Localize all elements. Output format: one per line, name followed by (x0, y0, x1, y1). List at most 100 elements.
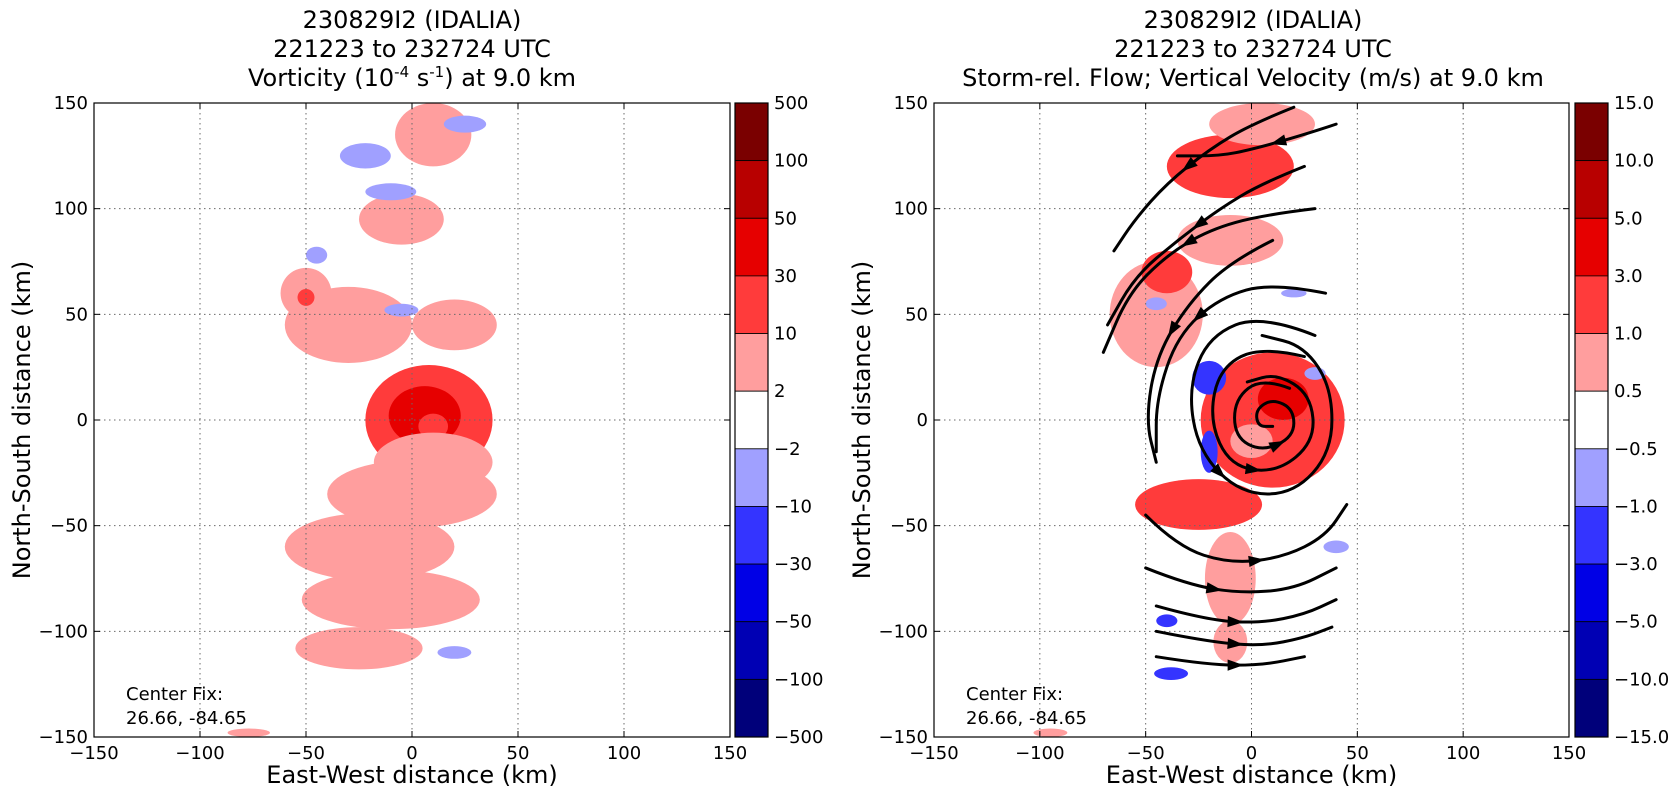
y-tick-label: −150 (39, 727, 88, 748)
colorbar-tick-label: −10.0 (1614, 669, 1669, 690)
y-tick-label: 100 (54, 199, 88, 220)
field-region-15 (1154, 667, 1188, 680)
vertical-velocity-panel: 230829I2 (IDALIA) 221223 to 232724 UTC S… (848, 6, 1669, 789)
field-region-13 (339, 143, 391, 169)
streamline-arrow-3 (1181, 233, 1198, 247)
colorbar-tick-label: −3.0 (1614, 554, 1658, 575)
y-tick-label: −100 (879, 621, 928, 642)
center-fix-annotation: Center Fix: (126, 684, 223, 705)
field-region-9 (1177, 215, 1284, 266)
field-region-4 (1200, 430, 1218, 473)
field-region-2 (1230, 424, 1273, 459)
panel-title-line-3: Vorticity (10-4 s-1) at 9.0 km (248, 63, 576, 92)
colorbar-cell-0 (734, 102, 769, 162)
colorbar-cell-6 (734, 448, 769, 507)
title-part: ) at 9.0 km (444, 64, 576, 92)
streamline-arrow-4 (1168, 320, 1182, 338)
colorbar-cell-4 (734, 333, 769, 392)
colorbar-tick-label: −5.0 (1614, 612, 1658, 633)
y-tick-label: 100 (894, 199, 928, 220)
title-superscript: -1 (429, 63, 444, 81)
field-region-12 (1204, 532, 1256, 625)
colorbar-cell-7 (1574, 506, 1609, 565)
colorbar-tick-label: −10 (774, 496, 812, 517)
y-tick-label: 0 (77, 410, 88, 431)
title-part: Vorticity (10 (248, 64, 394, 92)
streamline-layer (1101, 105, 1349, 671)
field-region-0 (1200, 352, 1345, 488)
field-region-18 (437, 646, 472, 659)
colorbar-tick-label: −2 (774, 439, 801, 460)
streamline-12 (1154, 625, 1334, 647)
x-tick-label: −100 (1015, 743, 1064, 764)
colorbar-tick-label: −30 (774, 554, 812, 575)
colorbar-tick-label: 3.0 (1614, 266, 1643, 287)
colorbar-cell-0 (1574, 102, 1609, 162)
colorbar-tick-label: 5.0 (1614, 208, 1643, 229)
streamline-10 (1144, 566, 1338, 594)
panel-title-line-1: 230829I2 (IDALIA) (303, 6, 522, 34)
field-region-2 (418, 413, 449, 440)
y-tick-label: −50 (50, 516, 88, 537)
streamline-11 (1154, 598, 1338, 624)
colorbar-frame (734, 102, 769, 738)
panel-title-line-3: Storm-rel. Flow; Vertical Velocity (m/s)… (962, 64, 1544, 92)
y-tick-label: −150 (879, 727, 928, 748)
panel-title-line-1: 230829I2 (IDALIA) (1144, 6, 1363, 34)
panel-title-line-2: 221223 to 232724 UTC (273, 35, 551, 63)
x-tick-label: 150 (713, 743, 747, 764)
streamline-arrow-12 (1227, 637, 1244, 649)
colorbar-tick-label: −15.0 (1614, 727, 1669, 748)
field-layer (1033, 103, 1349, 737)
colorbar-tick-label: −50 (774, 612, 812, 633)
streamline-arrow-13 (1227, 659, 1244, 671)
x-tick-label: −50 (287, 743, 325, 764)
colorbar-cell-2 (734, 217, 769, 277)
y-tick-label: 50 (65, 304, 88, 325)
colorbar-cell-8 (1574, 563, 1609, 623)
streamline-arrow-10 (1205, 582, 1223, 594)
y-tick-label: 150 (894, 93, 928, 114)
y-tick-label: 150 (54, 93, 88, 114)
vorticity-panel: 230829I2 (IDALIA) 221223 to 232724 UTC V… (8, 6, 823, 789)
x-tick-label: 50 (1346, 743, 1369, 764)
colorbar-cell-9 (734, 621, 769, 680)
colorbar-cell-9 (1574, 621, 1609, 680)
colorbar-cell-1 (1574, 160, 1609, 219)
x-axis-label: East-West distance (km) (266, 761, 557, 789)
colorbar-cell-5 (734, 390, 769, 450)
field-region-10 (359, 193, 444, 245)
field-region-14 (1156, 614, 1178, 628)
center-fix-annotation: Center Fix: (966, 684, 1063, 705)
colorbar-tick-label: −100 (774, 669, 823, 690)
colorbar-cell-10 (1574, 678, 1609, 738)
streamline-arrow-6 (1210, 463, 1226, 479)
colorbar-tick-label: 0.5 (1614, 381, 1643, 402)
x-tick-label: −50 (1127, 743, 1165, 764)
field-region-6 (301, 570, 480, 630)
field-region-20 (297, 288, 315, 306)
y-axis-label: North-South distance (km) (8, 261, 36, 580)
colorbar-cell-10 (734, 678, 769, 738)
colorbar-cell-3 (734, 275, 769, 334)
field-region-6 (1135, 479, 1263, 530)
center-fix-annotation: 26.66, -84.65 (966, 708, 1087, 729)
y-axis-label: North-South distance (km) (848, 261, 876, 580)
colorbar-tick-label: 500 (774, 93, 808, 114)
colorbar-tick-label: 30 (774, 266, 797, 287)
colorbar-cell-3 (1574, 275, 1609, 334)
streamline-6 (1190, 319, 1334, 496)
field-region-16 (443, 115, 487, 133)
streamline-arrow-0 (1181, 157, 1198, 172)
x-tick-label: 0 (1246, 743, 1257, 764)
streamline-arrow-2 (1270, 134, 1288, 146)
title-superscript: -4 (394, 63, 409, 81)
colorbar-tick-label: 10.0 (1614, 151, 1654, 172)
colorbar-tick-label: 15.0 (1614, 93, 1654, 114)
x-tick-label: 0 (406, 743, 417, 764)
y-tick-label: −50 (890, 516, 928, 537)
colorbar-tick-label: −500 (774, 727, 823, 748)
x-tick-label: 100 (607, 743, 641, 764)
streamline-arrow-7 (1244, 463, 1262, 475)
colorbar-cell-7 (734, 506, 769, 565)
